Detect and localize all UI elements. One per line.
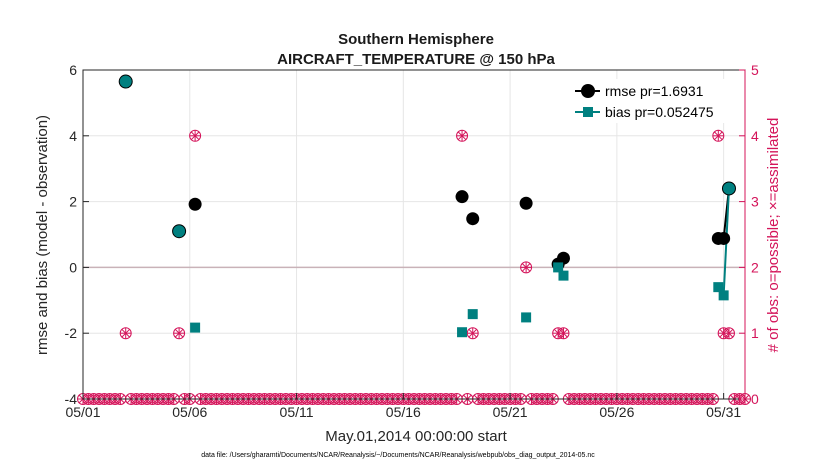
x-tick-label: 05/16 xyxy=(386,404,421,420)
x-axis-label: May.01,2014 00:00:00 start xyxy=(325,428,507,445)
y-tick-label: 6 xyxy=(69,62,77,78)
y2-tick-label: 3 xyxy=(751,194,759,210)
y-tick-label: -2 xyxy=(65,325,78,341)
obs-count-marker xyxy=(456,129,469,142)
y-tick-label: 0 xyxy=(69,259,77,275)
y2-tick-label: 1 xyxy=(751,325,759,341)
rmse-point xyxy=(717,231,731,245)
chart-subtitle: AIRCRAFT_TEMPERATURE @ 150 hPa xyxy=(277,51,555,68)
obs-count-marker xyxy=(712,129,725,142)
x-tick-label: 05/21 xyxy=(493,404,528,420)
obs-count-marker xyxy=(557,327,570,340)
y-tick-label: 4 xyxy=(69,128,77,144)
x-tick-label: 05/01 xyxy=(65,404,100,420)
y2-axis-label: # of obs: o=possible; ×=assimilated xyxy=(765,118,782,353)
x-tick-label: 05/06 xyxy=(172,404,207,420)
bias-point xyxy=(172,224,187,239)
obs-count-marker xyxy=(173,327,186,340)
bias-point xyxy=(457,327,468,338)
obs-count-marker xyxy=(722,327,735,340)
bias-point xyxy=(553,262,564,273)
y-axis-ticks: -4 -2 0 2 4 6 xyxy=(65,62,89,407)
bias-point xyxy=(190,322,201,333)
bias-point xyxy=(718,290,729,301)
legend: rmse pr=1.6931 bias pr=0.052475 xyxy=(560,79,740,123)
y2-tick-label: 2 xyxy=(751,259,759,275)
y2-tick-label: 4 xyxy=(751,128,759,144)
legend-bias-marker xyxy=(583,107,593,117)
bias-series xyxy=(118,74,736,338)
y-axis-label: rmse and bias (model - observation) xyxy=(34,115,51,355)
legend-rmse-marker xyxy=(581,84,595,98)
obs-count-marker xyxy=(466,327,479,340)
y2-tick-label: 0 xyxy=(751,391,759,407)
bias-point xyxy=(521,312,532,323)
obs-count-marker xyxy=(119,327,132,340)
y-tick-label: -4 xyxy=(65,391,78,407)
bias-point xyxy=(558,270,569,281)
data-file-note: data file: /Users/gharamti/Documents/NCA… xyxy=(201,452,595,459)
legend-bias-label: bias pr=0.052475 xyxy=(605,104,714,120)
y2-tick-label: 5 xyxy=(751,62,759,78)
obs-count-marker xyxy=(189,129,202,142)
rmse-point xyxy=(466,212,480,226)
x-tick-label: 05/31 xyxy=(706,404,741,420)
x-tick-label: 05/11 xyxy=(280,404,314,420)
chart-title: Southern Hemisphere xyxy=(338,31,494,48)
rmse-point xyxy=(519,196,533,210)
bias-point xyxy=(713,282,724,293)
obs-count-marker xyxy=(520,261,533,274)
y2-axis-ticks: 0 1 2 3 4 5 xyxy=(739,62,759,407)
rmse-point xyxy=(188,197,202,211)
rmse-point xyxy=(556,251,570,265)
x-tick-label: 05/26 xyxy=(599,404,634,420)
legend-rmse-label: rmse pr=1.6931 xyxy=(605,83,704,99)
rmse-point xyxy=(455,190,469,204)
bias-point xyxy=(467,309,478,320)
x-axis-ticks: 05/01 05/06 05/11 05/16 05/21 05/26 05/31 xyxy=(65,393,741,420)
y-tick-label: 2 xyxy=(69,194,77,210)
bias-point xyxy=(118,74,133,89)
bias-point xyxy=(721,181,736,196)
